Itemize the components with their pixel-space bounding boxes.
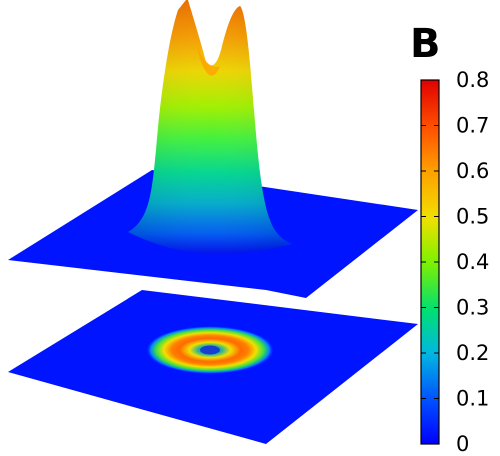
colorbar-tick-label: 0.4 bbox=[456, 250, 489, 274]
colorbar-tick-label: 0.5 bbox=[456, 205, 489, 229]
colorbar-tick-label: 0.3 bbox=[456, 296, 489, 320]
colorbar-tick-label: 0.2 bbox=[456, 341, 489, 365]
colorbar-tick-label: 0.1 bbox=[456, 387, 489, 411]
colorbar-ticks: 0 0.1 0.2 0.3 0.4 0.5 0.6 0.7 0.8 bbox=[421, 68, 489, 456]
panel-label: B bbox=[410, 21, 441, 67]
surface-center-dip bbox=[196, 44, 220, 76]
surface-plane bbox=[8, 0, 418, 298]
surface-peak-shading bbox=[128, 0, 292, 254]
colorbar-tick-label: 0.6 bbox=[456, 159, 489, 183]
colorbar: 0 0.1 0.2 0.3 0.4 0.5 0.6 0.7 0.8 bbox=[420, 68, 489, 456]
projection-plane bbox=[8, 290, 418, 444]
projection-center bbox=[200, 345, 220, 355]
colorbar-tick-label: 0 bbox=[456, 432, 469, 456]
colorbar-tick-label: 0.8 bbox=[456, 68, 489, 92]
colorbar-tick-label: 0.7 bbox=[456, 114, 489, 138]
